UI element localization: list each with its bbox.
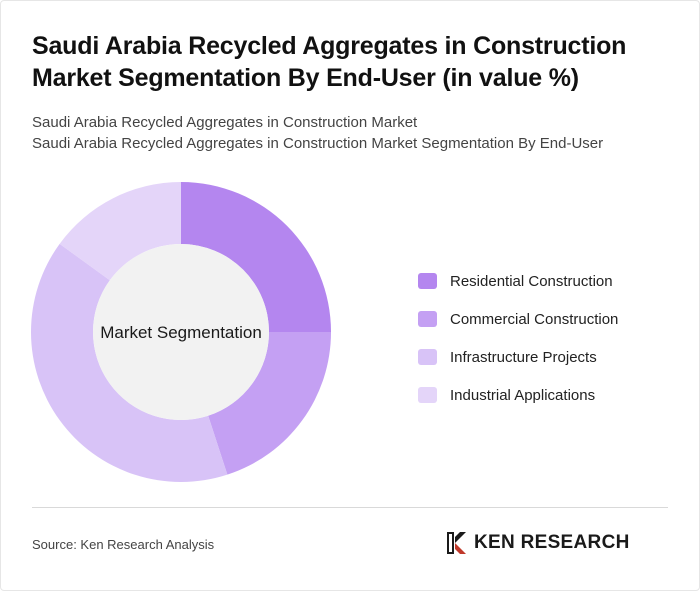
subtitle-line-1: Saudi Arabia Recycled Aggregates in Cons… [32, 114, 418, 131]
legend-label: Commercial Construction [450, 310, 619, 328]
donut-slice-commercial-construction [208, 332, 331, 475]
donut-center-label: Market Segmentation [100, 323, 262, 342]
legend-item: Commercial Construction [418, 300, 688, 338]
ken-research-logo: KEN RESEARCH [446, 531, 630, 555]
legend-swatch [418, 349, 437, 365]
ken-research-logo-text: KEN RESEARCH [474, 532, 630, 553]
donut-center [93, 244, 269, 420]
donut-slice-residential-construction [181, 182, 331, 332]
legend-label: Infrastructure Projects [450, 348, 597, 366]
legend-item: Infrastructure Projects [418, 338, 688, 376]
legend-swatch [418, 311, 437, 327]
legend-item: Residential Construction [418, 262, 688, 300]
legend-swatch [418, 387, 437, 403]
donut-slice-infrastructure-projects [30, 243, 228, 483]
donut-slice-industrial-applications [59, 182, 182, 281]
chart-title: Saudi Arabia Recycled Aggregates in Cons… [32, 32, 627, 92]
legend-item: Industrial Applications [418, 376, 688, 414]
legend-label: Residential Construction [450, 272, 613, 290]
chart-subtitle: Saudi Arabia Recycled Aggregates in Cons… [32, 112, 672, 154]
source-note: Source: Ken Research Analysis [32, 537, 215, 552]
legend-swatch [418, 273, 437, 289]
chart-legend: Residential Construction Commercial Const… [418, 262, 688, 414]
subtitle-line-2: Saudi Arabia Recycled Aggregates in Cons… [32, 135, 604, 152]
ken-research-logo-icon [447, 532, 466, 554]
legend-label: Industrial Applications [450, 386, 596, 404]
footer-divider [32, 507, 668, 508]
donut-slices [30, 182, 331, 483]
donut-chart: Market Segmentation [30, 182, 331, 483]
